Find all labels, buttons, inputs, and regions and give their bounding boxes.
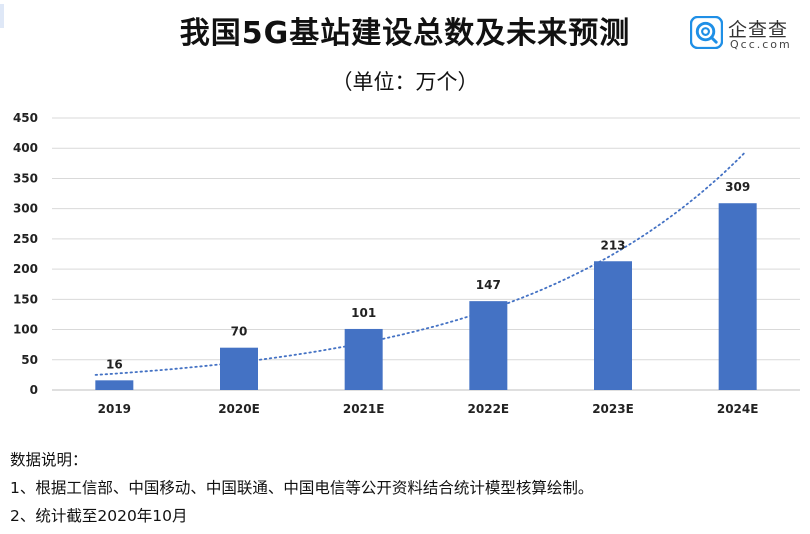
x-tick-label: 2021E <box>343 402 385 416</box>
qcc-logo-icon <box>690 16 723 49</box>
y-tick-label: 200 <box>13 262 38 276</box>
data-label: 16 <box>106 357 123 371</box>
x-tick-label: 2023E <box>592 402 634 416</box>
y-tick-labels: 0 50 100 150 200 250 300 350 400 450 <box>13 111 38 397</box>
data-label: 309 <box>725 180 750 194</box>
note-item-1: 1、根据工信部、中国移动、中国联通、中国电信等公开资料结合统计模型核算绘制。 <box>10 479 594 497</box>
notes: 数据说明： 1、根据工信部、中国移动、中国联通、中国电信等公开资料结合统计模型核… <box>10 446 593 530</box>
brand-name-en: Qcc.com <box>730 38 792 51</box>
x-tick-label: 2020E <box>218 402 260 416</box>
data-label: 213 <box>600 238 625 252</box>
y-tick-label: 150 <box>13 292 38 306</box>
bar <box>718 203 757 390</box>
y-tick-label: 0 <box>30 383 38 397</box>
notes-heading: 数据说明： <box>10 451 88 469</box>
data-label: 101 <box>351 306 376 320</box>
y-tick-label: 250 <box>13 232 38 246</box>
grid-lines <box>52 117 800 391</box>
bar-chart: 0 50 100 150 200 250 300 350 400 450 16 70 101 147 21… <box>13 111 800 416</box>
y-tick-label: 450 <box>13 111 38 125</box>
x-tick-labels: 2019 2020E 2021E 2022E 2023E 2024E <box>98 402 759 416</box>
x-tick-label: 2019 <box>98 402 131 416</box>
y-tick-label: 400 <box>13 141 38 155</box>
trendline-path <box>94 152 745 376</box>
bar <box>594 261 632 390</box>
bar <box>220 347 258 390</box>
x-tick-label: 2024E <box>717 402 759 416</box>
data-label: 70 <box>231 325 248 339</box>
y-tick-label: 50 <box>21 353 38 367</box>
y-tick-label: 300 <box>13 202 38 216</box>
edge-decoration <box>0 4 4 28</box>
bar <box>95 380 134 390</box>
chart-subtitle: （单位：万个） <box>331 70 479 94</box>
bar <box>469 301 508 390</box>
brand-name-cn: 企查查 <box>728 19 789 41</box>
bars <box>95 203 757 390</box>
y-tick-label: 350 <box>13 171 38 185</box>
chart-title: 我国5G基站建设总数及未来预测 <box>179 16 631 51</box>
brand-logo: 企查查 Qcc.com <box>690 12 800 52</box>
trendline <box>94 152 745 376</box>
data-labels: 16 70 101 147 213 309 <box>106 180 750 371</box>
note-item-2: 2、统计截至2020年10月 <box>10 507 188 525</box>
data-label: 147 <box>476 278 501 292</box>
x-tick-label: 2022E <box>468 402 510 416</box>
y-tick-label: 100 <box>13 323 38 337</box>
bar <box>344 328 383 390</box>
